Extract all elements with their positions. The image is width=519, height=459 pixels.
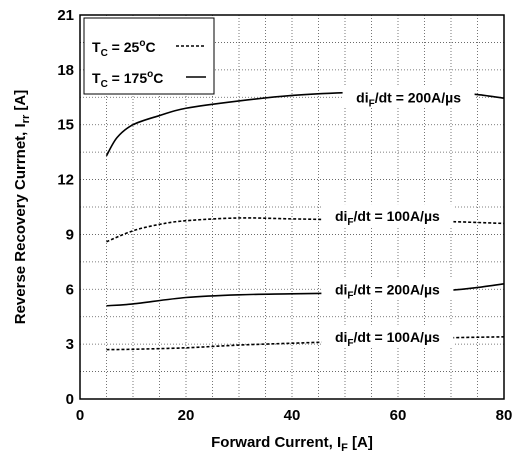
- x-tick-label: 40: [284, 407, 301, 424]
- y-axis-title: Reverse Recovery Currnet, Irr [A]: [12, 90, 32, 325]
- y-tick-label: 21: [57, 7, 74, 24]
- curve-label-4: diF/dt = 100A/µs: [335, 329, 440, 349]
- curve-labels: diF/dt = 200A/µs diF/dt = 100A/µs diF/dt =…: [321, 85, 475, 349]
- curve-label-bg: [321, 204, 454, 227]
- legend-entry-175c: TC = 175oC: [92, 69, 163, 90]
- legend-entry-25c: TC = 25oC: [92, 38, 156, 59]
- curve-label-1: diF/dt = 200A/µs: [356, 89, 461, 109]
- legend-box: [83, 17, 215, 95]
- y-tick-label: 9: [66, 226, 74, 243]
- y-tick-label: 3: [66, 336, 74, 353]
- x-axis-title: Forward Current, IF [A]: [211, 434, 373, 454]
- legend: TC = 25oC TC = 175oC: [83, 17, 215, 95]
- x-tick-label: 60: [390, 407, 407, 424]
- curve-label-3: diF/dt = 200A/µs: [335, 281, 440, 301]
- axis-tick-labels: 0 20 40 60 80 0 3 6 9 12 15 18 21: [57, 7, 512, 424]
- x-tick-label: 80: [496, 407, 513, 424]
- curve-label-2: diF/dt = 100A/µs: [335, 208, 440, 228]
- y-tick-label: 0: [66, 391, 74, 408]
- y-tick-label: 18: [57, 62, 74, 79]
- y-tick-label: 15: [57, 117, 74, 134]
- plot-frame: [79, 14, 505, 400]
- series-curve-3: [106, 283, 505, 307]
- curve-label-bg: [342, 85, 475, 108]
- series-curve-4: [106, 336, 505, 351]
- y-tick-label: 12: [57, 172, 74, 189]
- x-tick-label: 0: [76, 407, 84, 424]
- y-tick-label: 6: [66, 281, 74, 298]
- curve-label-bg: [321, 324, 454, 347]
- x-tick-label: 20: [178, 407, 195, 424]
- curve-label-bg: [321, 277, 454, 300]
